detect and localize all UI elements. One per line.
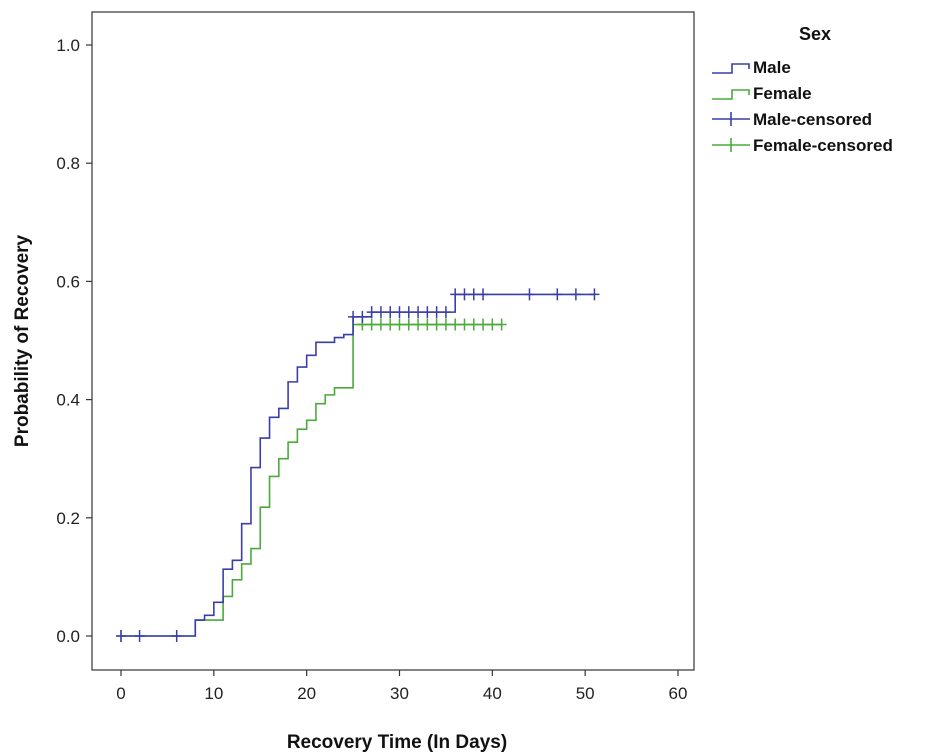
y-tick-label: 0.0 [56,627,80,646]
censor-mark-female [450,318,461,331]
censor-mark-female [487,318,498,331]
censor-mark-male [366,306,377,319]
censor-mark-male [375,306,386,319]
censor-mark-female [478,318,489,331]
series-line-male [121,293,595,637]
y-tick-label: 0.4 [56,391,80,410]
x-axis-title: Recovery Time (In Days) [287,732,507,753]
legend-label: Female [753,84,812,103]
censor-mark-female [366,318,377,331]
censor-mark-male [394,306,405,319]
censor-mark-male [440,306,451,319]
censor-mark-male [478,288,489,301]
censor-mark-male [171,630,182,642]
censor-mark-male [116,630,126,642]
censor-mark-male [357,310,368,323]
legend-item: Female-censored [712,136,893,155]
censor-mark-female [403,318,414,331]
x-tick-label: 40 [483,684,502,703]
y-tick-label: 0.8 [56,154,80,173]
legend-label: Male-censored [753,110,872,129]
censor-mark-male [524,288,535,301]
plot-frame [91,11,695,671]
censor-mark-female [375,318,386,331]
censor-mark-female [385,318,396,331]
censor-mark-male [450,288,461,301]
censor-mark-male [589,288,600,301]
censor-mark-male [422,306,433,319]
legend-item: Male-censored [712,110,872,129]
legend-item: Female [712,84,812,103]
censor-mark-female [422,318,433,331]
x-tick-label: 20 [297,684,316,703]
legend: Sex Male Female Male-censored Female-censor… [712,24,893,155]
x-tick-label: 30 [390,684,409,703]
x-tick-label: 0 [116,684,125,703]
legend-step-symbol [712,63,750,74]
censor-mark-male [348,310,359,323]
legend-label: Female-censored [753,136,893,155]
y-tick-label: 1.0 [56,36,80,55]
censor-mark-female [431,318,442,331]
y-axis-title: Probability of Recovery [12,234,33,447]
legend-title: Sex [799,24,831,44]
censor-mark-male [468,288,479,301]
series-layer [121,293,595,637]
censor-mark-female [496,318,507,331]
y-axis: 0.0 0.2 0.4 0.6 0.8 1.0 [56,36,92,646]
censor-mark-female [440,318,451,331]
censor-mark-male [403,306,414,319]
censor-mark-male [459,288,470,301]
x-tick-label: 60 [669,684,688,703]
x-tick-label: 10 [204,684,223,703]
y-tick-label: 0.2 [56,509,80,528]
censor-mark-female [394,318,405,331]
censor-mark-male [570,288,581,301]
censor-mark-female [468,318,479,331]
x-axis: 0 10 20 30 40 50 60 [116,670,687,703]
censor-mark-male [134,630,145,642]
censor-mark-female [413,318,424,331]
legend-item: Male [712,58,791,77]
censor-mark-male [385,306,396,319]
censor-mark-male [431,306,442,319]
censor-mark-male [413,306,424,319]
series-line-female [121,323,502,637]
legend-label: Male [753,58,791,77]
censor-mark-female [459,318,470,331]
censor-layer [116,288,600,642]
y-tick-label: 0.6 [56,272,80,291]
legend-step-symbol [712,89,750,100]
x-tick-label: 50 [576,684,595,703]
censor-mark-male [552,288,563,301]
